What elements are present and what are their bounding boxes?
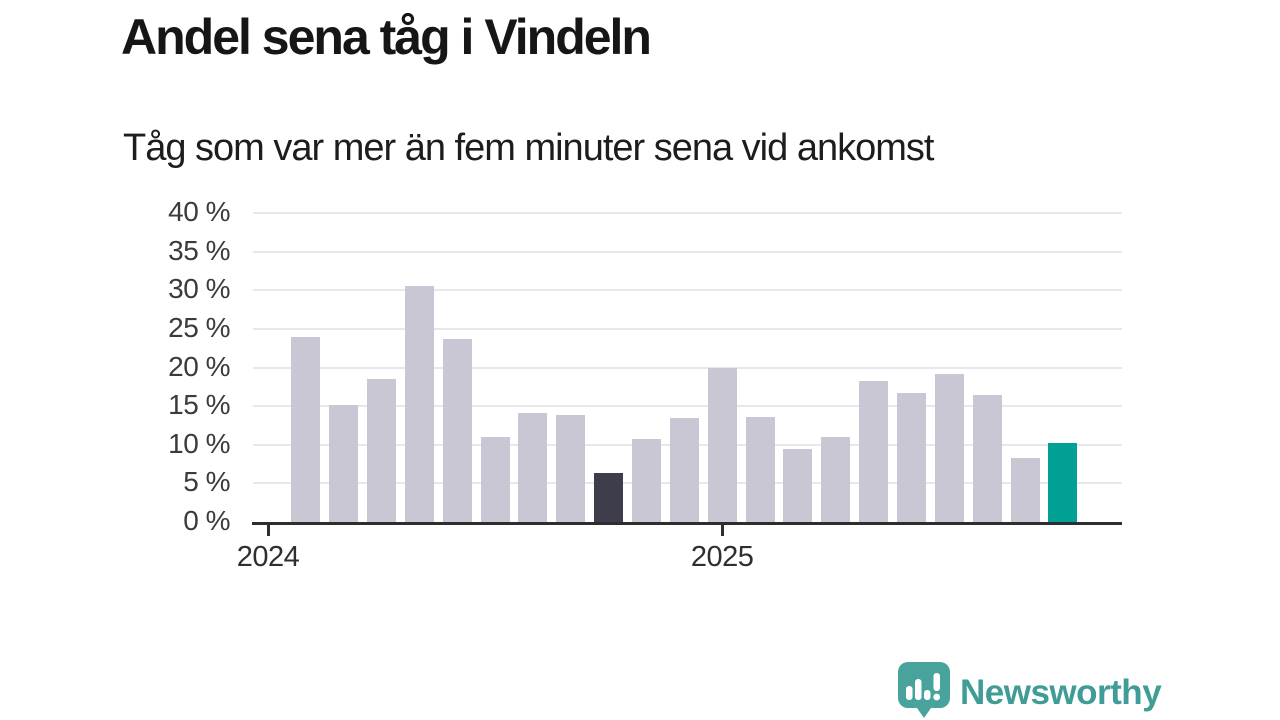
y-axis-tick-label: 5 % — [183, 466, 230, 498]
bar-2024-03 — [329, 405, 359, 522]
bar-2025-10 — [1048, 443, 1078, 522]
gridline — [253, 250, 1122, 253]
bar-2025-08 — [972, 395, 1002, 522]
bar-2024-09 — [556, 414, 586, 522]
bar-2024-02 — [291, 336, 321, 522]
gridline — [253, 289, 1122, 292]
bar-2025-04 — [821, 437, 851, 522]
bar-2025-07 — [934, 373, 964, 522]
y-axis-tick-label: 40 % — [168, 196, 230, 227]
gridline — [253, 366, 1122, 369]
chart-title: Andel sena tåg i Vindeln — [121, 9, 652, 65]
x-axis-line — [252, 522, 1122, 525]
gridline — [253, 327, 1122, 330]
bar-2024-04 — [367, 379, 397, 522]
bar-2025-09 — [1010, 457, 1040, 522]
y-axis-tick-label: 25 % — [168, 311, 230, 343]
y-axis-tick-label: 20 % — [168, 350, 230, 382]
y-axis-tick-label: 15 % — [168, 389, 230, 421]
newsworthy-logo: Newsworthy — [898, 662, 1162, 720]
bar-2024-10 — [594, 472, 624, 522]
y-axis-tick-label: 0 % — [183, 505, 230, 536]
x-axis-tick-mark — [266, 525, 270, 536]
bar-2025-06 — [896, 392, 926, 522]
newsworthy-speech-bubble-chart-icon — [898, 662, 950, 720]
bar-2024-11 — [632, 438, 661, 522]
bar-2025-02 — [745, 416, 775, 522]
x-axis-tick-label: 2025 — [690, 541, 754, 573]
bar-2025-05 — [859, 381, 889, 522]
y-axis-tick-label: 10 % — [168, 427, 230, 459]
x-axis-tick-mark — [720, 525, 724, 536]
x-axis-tick-label: 2024 — [236, 541, 300, 573]
bar-2025-01 — [707, 367, 737, 522]
y-axis-tick-label: 30 % — [168, 273, 230, 305]
newsworthy-wordmark: Newsworthy — [960, 672, 1162, 712]
chart-subtitle: Tåg som var mer än fem minuter sena vid … — [123, 127, 934, 169]
gridline — [253, 212, 1122, 214]
gridline — [253, 405, 1122, 408]
bar-2024-05 — [404, 286, 434, 522]
bar-2024-12 — [669, 417, 699, 522]
bar-2024-08 — [518, 413, 548, 522]
bar-2024-07 — [480, 437, 510, 522]
bar-2024-06 — [442, 338, 472, 522]
y-axis-tick-label: 35 % — [168, 234, 230, 266]
bar-2025-03 — [783, 448, 813, 522]
